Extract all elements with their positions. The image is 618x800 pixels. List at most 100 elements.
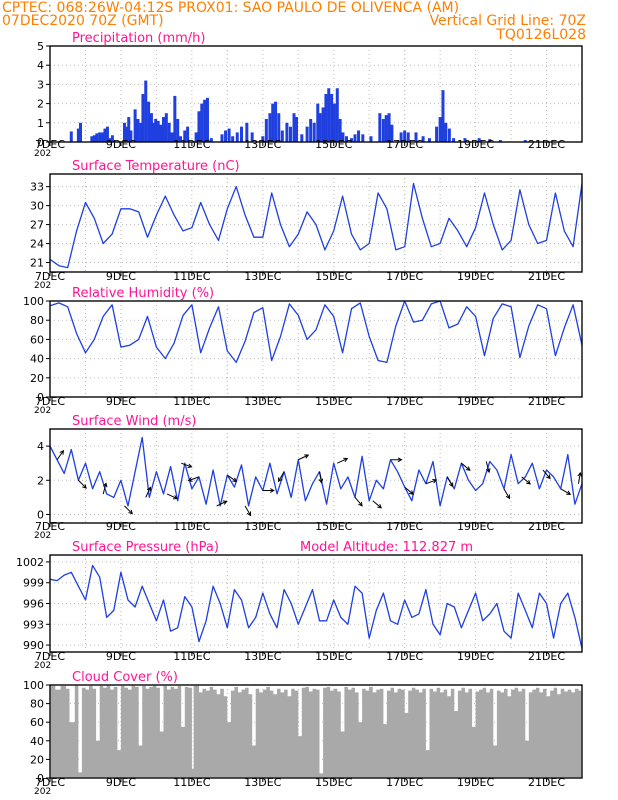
x-tick-label: 7DEC [35,270,65,283]
x-tick-label: 7DEC [35,520,65,533]
y-tick-label: 0 [37,772,44,785]
y-tick-label: 1 [37,117,44,130]
precip-bar [235,132,239,142]
y-tick-label: 0 [37,508,44,521]
y-tick-label: 1002 [16,556,44,569]
wind-vector-head [270,488,275,493]
wind-vector [521,476,531,485]
y-tick-label: 60 [30,716,44,729]
y-tick-label: 5 [37,40,44,53]
precip-bar [240,126,244,142]
precip-bar [318,113,322,142]
panel-title: Relative Humidity (%) [72,286,214,301]
wind-vector-head [358,501,363,507]
x-tick-label: 11DEC [173,776,210,789]
wind-vector [425,479,437,485]
x-tick-label: 15DEC [315,395,352,408]
wind-vector-head [146,486,152,492]
precip-bar [435,126,439,142]
wind-vector [278,471,285,482]
precip-bar [361,134,365,142]
precip-bar [227,128,231,142]
wind-vector [542,469,551,479]
precip-bar [369,136,373,142]
wind-vector [166,493,178,500]
wind-vector-head [82,484,87,489]
x-tick-label: 11DEC [173,395,210,408]
panel-frame [49,173,583,273]
panel-border [49,300,583,398]
x-tick-label: 17DEC [386,270,423,283]
precip-bar [110,135,114,142]
precip-bar [378,113,382,142]
precip-bar [421,136,425,142]
x-tick-label: 21DEC [528,520,565,533]
precip-bar [179,136,183,142]
precip-bar [488,139,492,142]
panel-title: Surface Wind (m/s) [72,414,196,429]
y-tick-label: 60 [30,333,44,346]
precip-bar [345,136,349,142]
precip-bar [164,113,168,142]
precip-bar [224,130,228,142]
wind-vector [102,483,107,495]
wind-vector-head [187,477,193,482]
precip-bar [381,118,385,142]
wind-vector-head [397,457,403,463]
x-tick-label: 13DEC [244,270,281,283]
precip-bar [447,128,451,142]
y-tick-label: 20 [30,372,44,385]
x-tick-label: 15DEC [315,650,352,663]
x-tick-label: 15DEC [315,776,352,789]
precip-bar [186,126,190,142]
precip-bar [154,118,158,142]
panel-border [49,684,583,779]
x-tick-label: 9DEC [106,520,136,533]
y-tick-label: 100 [23,295,44,308]
precip-bar [452,138,456,142]
y-tick-label: 4 [37,59,44,72]
x-tick-label: 11DEC [173,138,210,151]
x-tick-label: 15DEC [315,138,352,151]
precip-bar [159,124,163,142]
wind-vector-head [187,463,193,469]
wind-vector-head [59,449,65,455]
x-tick-label: 19DEC [457,650,494,663]
precip-bar [305,126,309,142]
precip-bar [285,122,289,142]
x-tick-year-fragment: 202 [34,531,51,541]
precip-bar [79,122,83,142]
y-tick-label: 0 [37,391,44,404]
precip-bar [399,132,403,142]
x-tick-label: 19DEC [457,776,494,789]
precip-bar [357,130,361,142]
y-tick-label: 993 [23,618,44,631]
precip-bar [76,128,80,142]
wind-vector-head [577,471,583,477]
cloud-cover-area [50,685,582,778]
x-tick-label: 17DEC [386,776,423,789]
precip-bar [353,134,357,142]
precip-bar [205,97,209,142]
wind-vector [227,474,237,482]
precip-bar [438,117,442,142]
x-tick-label: 9DEC [106,395,136,408]
precip-bar [414,132,418,142]
precip-bar [133,109,137,142]
wind-vector [244,505,251,516]
y-tick-label: 999 [23,577,44,590]
precip-bar [294,117,298,142]
header-model-code: TQ0126L028 [496,27,586,43]
series-line [49,564,583,649]
precip-bar [141,94,145,142]
precip-bar [327,88,331,142]
x-tick-label: 13DEC [244,395,281,408]
y-tick-label: 4 [37,440,44,453]
precip-bar [209,138,213,142]
precip-bar [316,103,320,142]
precip-bar [129,130,133,142]
precip-bar [250,132,254,142]
series-line [49,436,583,507]
panel-annotation: Model Altitude: 112.827 m [300,540,473,555]
